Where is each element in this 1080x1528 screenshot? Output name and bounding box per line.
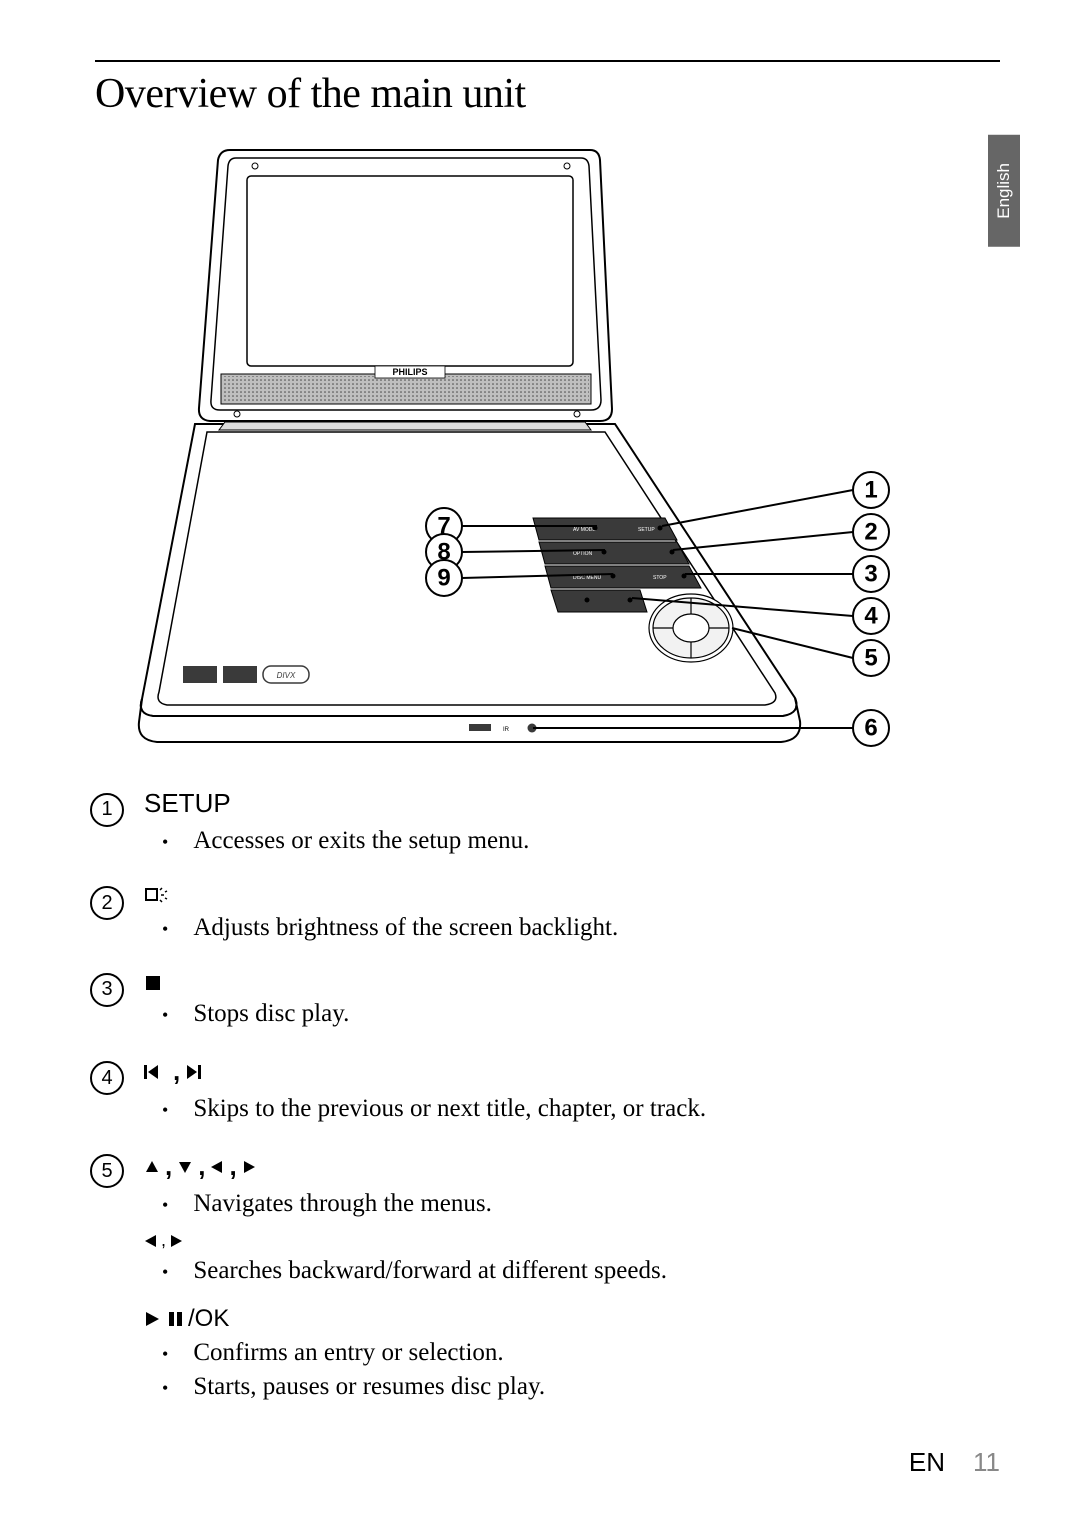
svg-text:6: 6: [864, 715, 877, 742]
brightness-icon: [144, 884, 1000, 906]
footer-lang: EN: [909, 1447, 945, 1478]
list-item: 4 , •Skips to the previous or next title…: [90, 1056, 1000, 1129]
arrows-lr-icon: ,: [144, 1230, 1000, 1251]
svg-text:2: 2: [864, 519, 877, 546]
skip-icon: ,: [144, 1056, 1000, 1087]
arrows-icon: , , ,: [144, 1151, 1000, 1182]
list-item: 3 •Stops disc play.: [90, 970, 1000, 1035]
bullet-text: Adjusts brightness of the screen backlig…: [193, 914, 618, 942]
language-tab: English: [988, 135, 1020, 247]
item-number: 3: [90, 973, 124, 1007]
item-number: 2: [90, 886, 124, 920]
item-heading: SETUP: [144, 788, 1000, 819]
list-item: 5 , , , •Navigates through the menus. , …: [90, 1151, 1000, 1407]
svg-text:5: 5: [864, 645, 877, 672]
svg-text:4: 4: [864, 603, 878, 630]
svg-text:9: 9: [437, 565, 450, 592]
bullet-text: Skips to the previous or next title, cha…: [193, 1095, 706, 1123]
svg-text:DIVX: DIVX: [277, 671, 296, 680]
list-item: 2 •Adjusts brightness of the screen back…: [90, 883, 1000, 948]
svg-text:1: 1: [864, 477, 877, 504]
svg-text:3: 3: [864, 561, 877, 588]
play-ok-icon: /OK: [144, 1305, 1000, 1333]
bullet-text: Navigates through the menus.: [193, 1190, 492, 1218]
device-diagram: PHILIPS AV MODE SETUP OPTION: [135, 138, 895, 758]
bullet-text: Starts, pauses or resumes disc play.: [193, 1373, 545, 1401]
item-number: 5: [90, 1154, 124, 1188]
item-number: 4: [90, 1061, 124, 1095]
list-item: 1 SETUP •Accesses or exits the setup men…: [90, 788, 1000, 861]
svg-text:STOP: STOP: [653, 575, 667, 581]
bullet-text: Accesses or exits the setup menu.: [193, 827, 529, 855]
svg-text:OPTION: OPTION: [573, 551, 593, 557]
stop-icon: [144, 974, 1000, 992]
bullet-text: Searches backward/forward at different s…: [193, 1257, 667, 1285]
page-footer: EN 11: [909, 1447, 1000, 1478]
svg-text:IR: IR: [503, 727, 510, 733]
feature-list: 1 SETUP •Accesses or exits the setup men…: [90, 788, 1000, 1407]
bullet-text: Confirms an entry or selection.: [193, 1339, 503, 1367]
bullet-text: Stops disc play.: [193, 1000, 349, 1028]
page-title: Overview of the main unit: [95, 70, 1000, 118]
svg-text:SETUP: SETUP: [638, 527, 655, 533]
brand-label: PHILIPS: [392, 367, 427, 377]
top-rule: [95, 60, 1000, 62]
footer-page: 11: [973, 1447, 1000, 1478]
item-number: 1: [90, 793, 124, 827]
